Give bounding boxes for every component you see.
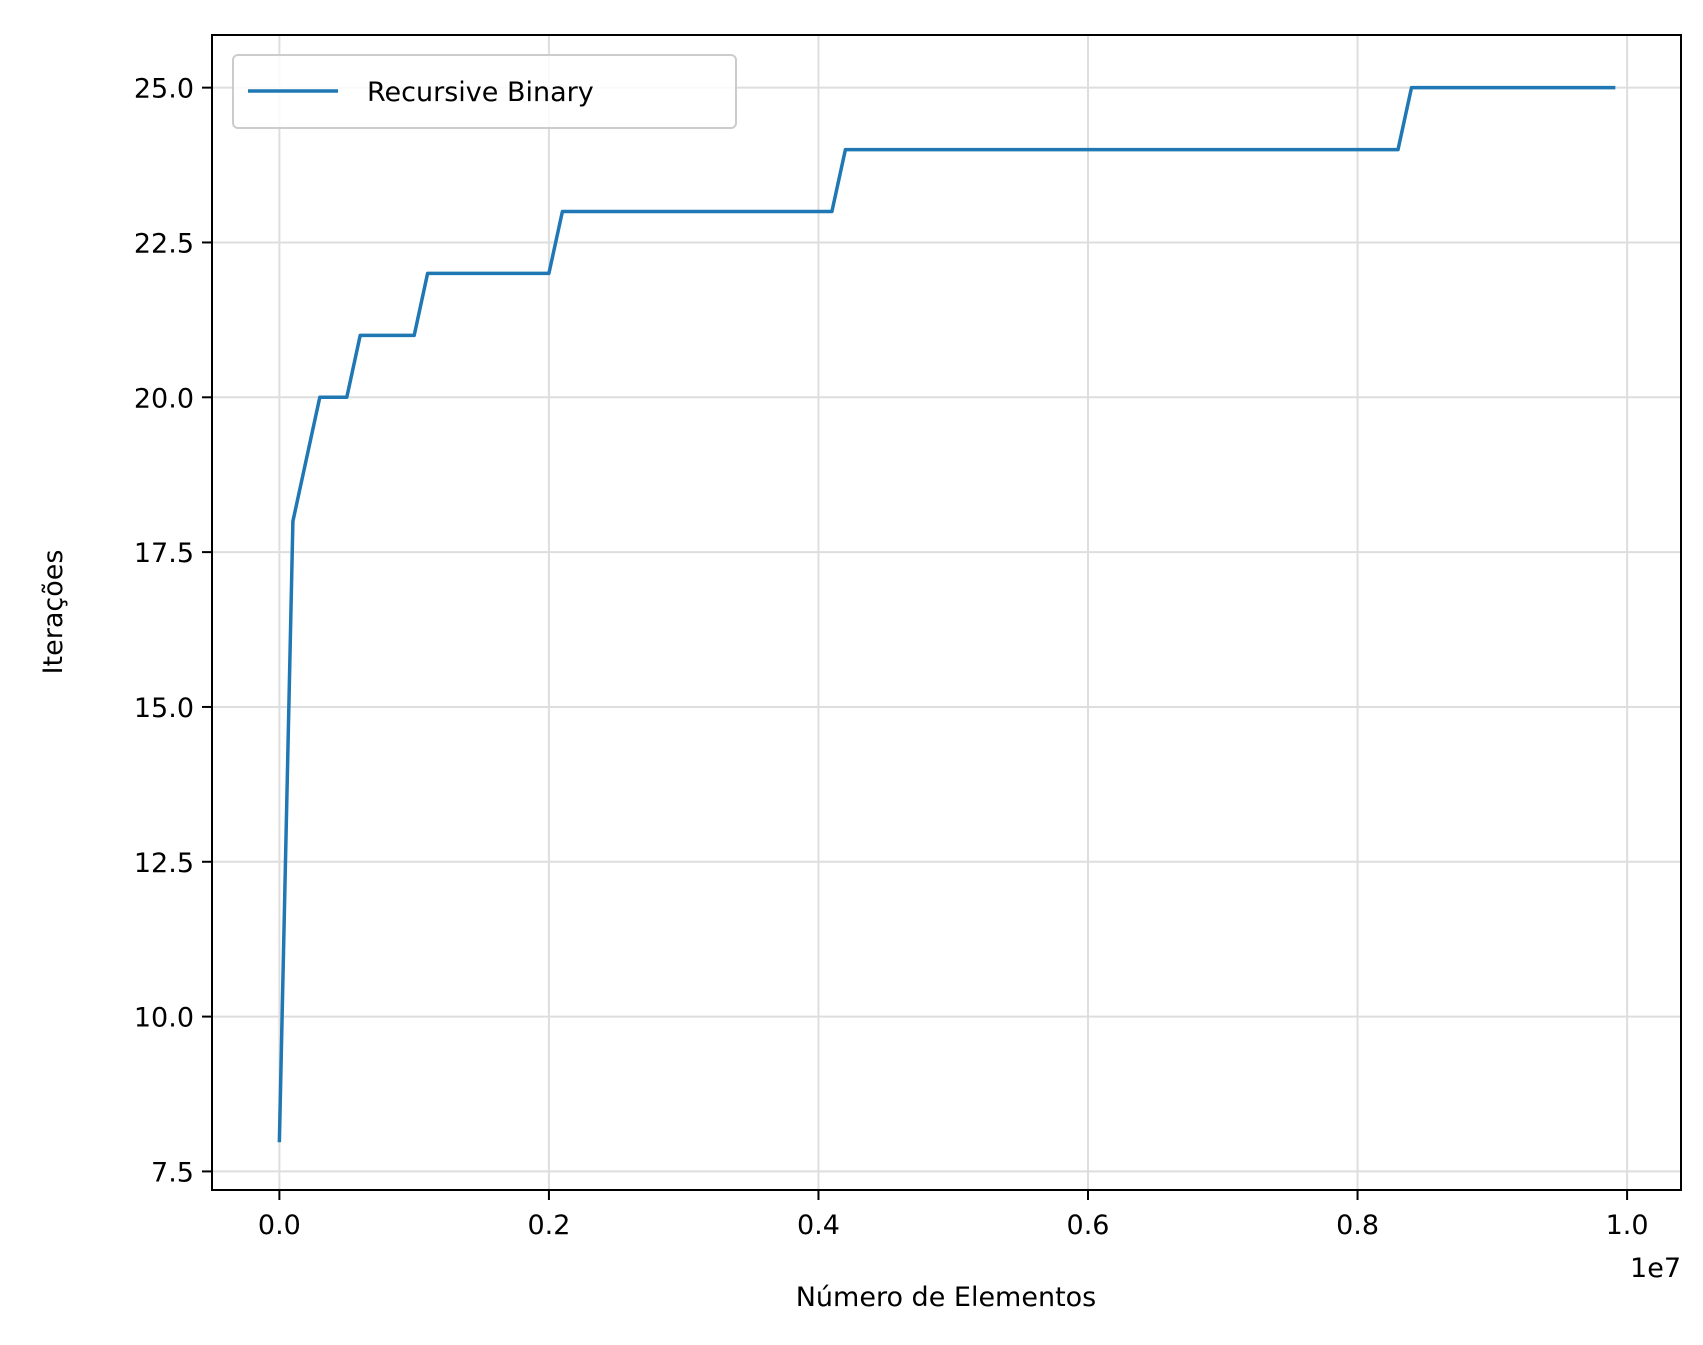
grid (212, 35, 1681, 1190)
y-axis: 7.5 10.0 12.5 15.0 17.5 20.0 22.5 25.0 (134, 74, 212, 1188)
y-tick-label: 7.5 (151, 1157, 194, 1188)
x-tick-label: 0.0 (258, 1210, 301, 1241)
y-tick-label: 15.0 (134, 693, 194, 724)
series-layer (277, 85, 1616, 1143)
y-tick-label: 12.5 (134, 848, 194, 879)
x-tick-label: 0.8 (1336, 1210, 1379, 1241)
x-axis: 0.0 0.2 0.4 0.6 0.8 1.0 (258, 1190, 1649, 1241)
x-tick-label: 0.4 (797, 1210, 840, 1241)
plot-frame (211, 34, 1682, 1191)
legend-box (232, 54, 737, 129)
x-tick-label: 0.2 (527, 1210, 570, 1241)
series-line-recursive-binary (277, 85, 1616, 1143)
y-tick-label: 17.5 (134, 538, 194, 569)
legend-label: Recursive Binary (367, 77, 594, 108)
legend: Recursive Binary (232, 54, 737, 129)
y-tick-label: 25.0 (134, 74, 194, 105)
y-tick-label: 22.5 (134, 228, 194, 259)
x-tick-label: 0.6 (1067, 1210, 1110, 1241)
x-tick-label: 1.0 (1606, 1210, 1649, 1241)
x-axis-label: Número de Elementos (796, 1282, 1097, 1313)
x-axis-offset-text: 1e7 (1630, 1253, 1681, 1284)
y-axis-label: Iterações (38, 550, 69, 675)
y-tick-label: 10.0 (134, 1003, 194, 1034)
y-tick-label: 20.0 (134, 383, 194, 414)
